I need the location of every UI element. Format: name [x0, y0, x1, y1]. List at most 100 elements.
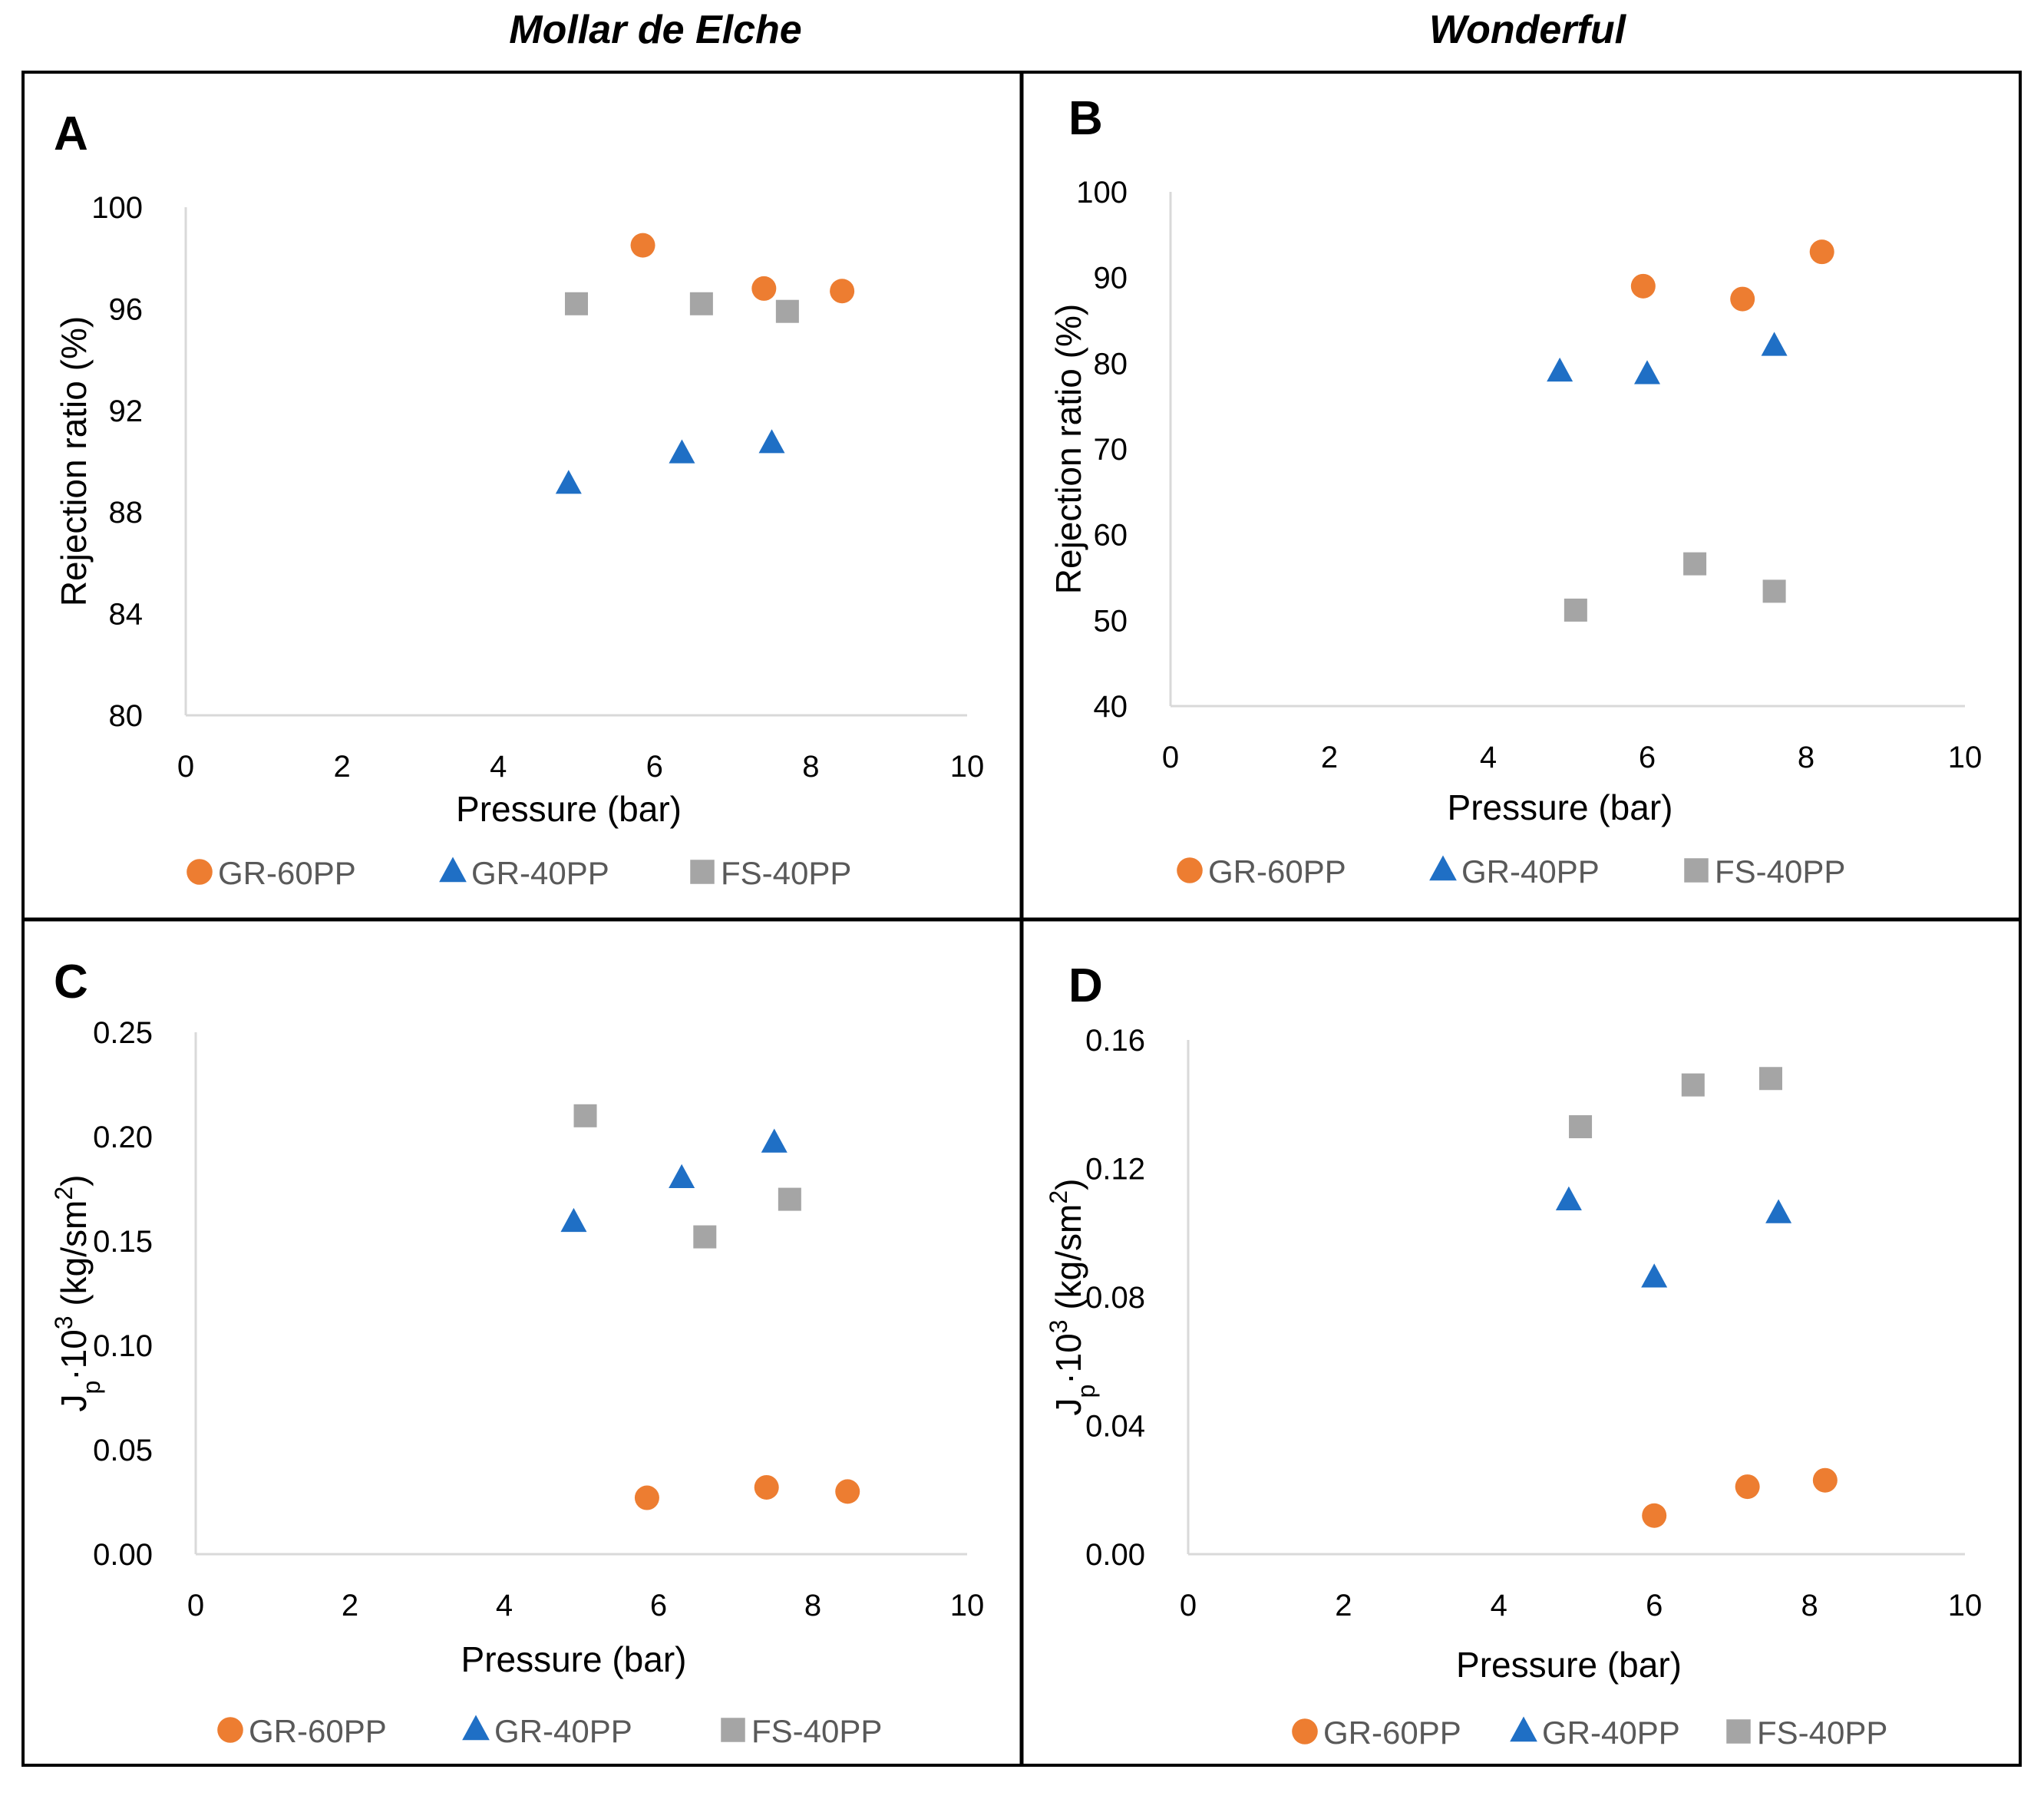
panel-letter: A — [54, 107, 88, 160]
x-tick-label: 6 — [650, 1589, 667, 1622]
y-tick-label: 0.15 — [93, 1225, 153, 1259]
x-tick-label: 10 — [950, 1589, 985, 1622]
legend-label: GR-40PP — [1542, 1715, 1680, 1751]
point-gr-40pp — [555, 470, 582, 494]
x-tick-label: 2 — [342, 1589, 358, 1622]
legend-marker-fs-40pp — [1684, 858, 1709, 883]
y-tick-label: 0.10 — [93, 1329, 153, 1363]
point-gr-40pp — [560, 1207, 587, 1233]
panel-letter: D — [1068, 959, 1103, 1012]
y-tick-label: 60 — [1094, 519, 1128, 553]
point-gr-40pp — [1641, 1263, 1668, 1288]
x-tick-label: 2 — [333, 750, 350, 784]
legend-marker-fs-40pp — [721, 1718, 745, 1742]
x-tick-label: 0 — [177, 750, 194, 784]
point-gr-60pp — [754, 1474, 779, 1500]
y-tick-label: 88 — [109, 496, 144, 530]
panel-letter: C — [54, 956, 88, 1008]
x-tick-label: 2 — [1321, 741, 1338, 774]
point-gr-60pp — [1812, 1467, 1838, 1493]
point-fs-40pp — [1762, 579, 1786, 603]
y-tick-label: 0.12 — [1085, 1153, 1145, 1187]
legend-label: GR-40PP — [471, 855, 609, 891]
chart-panel-A: A 80 84 88 92 96 100 0 2 4 6 8 10 Pressure (bar) Rejec… — [54, 107, 984, 891]
point-gr-40pp — [669, 1164, 695, 1188]
y-tick-label: 0.25 — [93, 1016, 153, 1050]
point-gr-40pp — [1761, 332, 1788, 356]
y-tick-label: 90 — [1094, 262, 1128, 295]
point-gr-60pp — [634, 1485, 659, 1510]
x-tick-label: 10 — [950, 750, 985, 784]
legend-marker-gr-60pp — [217, 1717, 243, 1743]
y-axis-label: Rejection ratio (%) — [1048, 304, 1088, 594]
point-fs-40pp — [565, 292, 588, 315]
point-gr-60pp — [1730, 286, 1755, 312]
legend-marker-gr-40pp — [439, 857, 467, 883]
point-fs-40pp — [689, 292, 713, 315]
y-tick-label: 0.00 — [93, 1538, 153, 1572]
x-tick-label: 0 — [1162, 741, 1179, 774]
column-title-right: Wonderful — [1429, 8, 1627, 52]
x-tick-label: 10 — [1948, 741, 1983, 774]
y-tick-label: 40 — [1094, 690, 1128, 724]
column-title-left: Mollar de Elche — [509, 8, 801, 52]
legend-label: GR-40PP — [494, 1713, 632, 1749]
point-gr-60pp — [835, 1479, 860, 1504]
point-fs-40pp — [1569, 1115, 1593, 1139]
point-fs-40pp — [1681, 1073, 1705, 1097]
point-gr-40pp — [1634, 360, 1660, 385]
y-axis-label: Jp·103 (kg/sm2) — [50, 1175, 105, 1412]
legend-label: FS-40PP — [751, 1713, 882, 1749]
point-gr-60pp — [630, 233, 655, 258]
point-gr-60pp — [751, 276, 777, 301]
y-tick-label: 84 — [109, 598, 144, 632]
x-tick-label: 2 — [1335, 1589, 1352, 1622]
x-axis-label: Pressure (bar) — [1448, 787, 1673, 827]
x-tick-label: 0 — [1180, 1589, 1197, 1622]
y-tick-label: 0.05 — [93, 1434, 153, 1467]
y-tick-label: 0.16 — [1085, 1024, 1145, 1058]
y-tick-label: 100 — [91, 191, 143, 225]
x-axis-label: Pressure (bar) — [461, 1639, 687, 1679]
legend-marker-gr-40pp — [462, 1715, 490, 1741]
point-gr-40pp — [1765, 1199, 1792, 1223]
x-tick-label: 6 — [1646, 1589, 1663, 1622]
x-tick-label: 8 — [1801, 1589, 1818, 1622]
legend-marker-gr-60pp — [187, 859, 213, 885]
y-axis-label: Jp·103 (kg/sm2) — [1045, 1179, 1100, 1416]
point-gr-40pp — [761, 1128, 788, 1153]
panel-letter: B — [1068, 92, 1103, 145]
legend-marker-gr-60pp — [1177, 857, 1203, 883]
y-tick-label: 0.20 — [93, 1121, 153, 1154]
point-gr-60pp — [1809, 239, 1834, 265]
chart-panel-C: C 0.00 0.05 0.10 0.15 0.20 0.25 0 2 4 6 8 10 Pressure… — [50, 956, 984, 1749]
y-tick-label: 70 — [1094, 433, 1128, 467]
point-fs-40pp — [778, 1187, 801, 1211]
y-tick-label: 0.08 — [1085, 1281, 1145, 1315]
y-tick-label: 80 — [1094, 347, 1128, 381]
x-tick-label: 0 — [187, 1589, 204, 1622]
point-fs-40pp — [1683, 552, 1707, 576]
y-tick-label: 92 — [109, 394, 144, 428]
y-tick-label: 50 — [1094, 604, 1128, 638]
point-gr-40pp — [1555, 1186, 1582, 1210]
y-tick-label: 0.00 — [1085, 1538, 1145, 1572]
point-gr-60pp — [1642, 1503, 1667, 1528]
point-gr-60pp — [1735, 1474, 1760, 1500]
legend-marker-fs-40pp — [1726, 1719, 1751, 1744]
legend-label: GR-60PP — [1208, 853, 1346, 890]
chart-panel-D: D 0.00 0.04 0.08 0.12 0.16 0 2 4 6 8 10 Pressure (ba… — [1045, 959, 1982, 1751]
y-tick-label: 0.04 — [1085, 1410, 1145, 1444]
chart-panel-B: B 40 50 60 70 80 90 100 0 2 4 6 8 10 Pressure (bar) Rej… — [1048, 92, 1982, 890]
point-fs-40pp — [1759, 1067, 1782, 1091]
point-gr-60pp — [1630, 273, 1656, 299]
legend-marker-gr-40pp — [1510, 1716, 1537, 1742]
x-tick-label: 4 — [1491, 1589, 1507, 1622]
x-tick-label: 8 — [802, 750, 819, 784]
x-axis-label: Pressure (bar) — [456, 789, 682, 829]
y-tick-label: 96 — [109, 292, 144, 326]
point-fs-40pp — [1564, 598, 1587, 622]
x-tick-label: 6 — [1639, 741, 1656, 774]
